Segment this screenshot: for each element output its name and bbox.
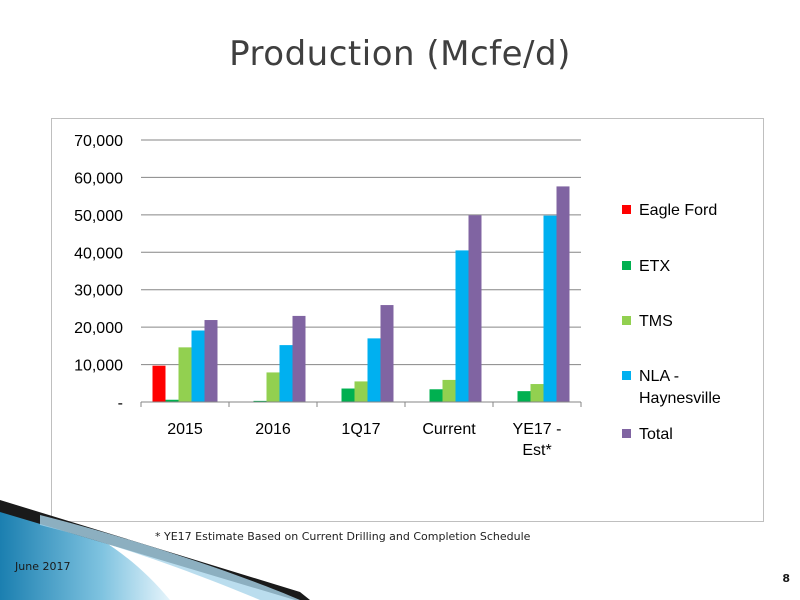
y-axis-ticks: - 10,000 20,000 30,000 40,000 50,000 60,000 70,… [74, 133, 123, 412]
bar-etx-1 [253, 400, 267, 402]
bar-etx-2 [341, 388, 355, 402]
bars [152, 186, 570, 402]
x-axis [140, 401, 582, 407]
bar-etx-3 [429, 389, 443, 402]
y-tick-label: 60,000 [74, 170, 123, 187]
bar-etx-0 [165, 399, 179, 402]
bar-nla-haynesville-2 [367, 338, 381, 402]
y-tick-label: 50,000 [74, 208, 123, 225]
production-bar-chart: - 10,000 20,000 30,000 40,000 50,000 60,000 70,… [74, 133, 721, 459]
bar-tms-4 [530, 384, 544, 402]
bar-total-1 [292, 315, 306, 402]
footnote: * YE17 Estimate Based on Current Drillin… [155, 530, 531, 543]
bar-total-2 [380, 305, 394, 402]
legend-label: NLA -Haynesville [639, 368, 721, 407]
x-tick-label: Current [422, 421, 476, 438]
y-tick-label: 30,000 [74, 283, 123, 300]
y-tick-label: - [118, 395, 123, 412]
y-tick-label: 20,000 [74, 320, 123, 337]
legend-label: Total [639, 426, 673, 443]
bar-tms-2 [354, 381, 368, 402]
legend-label: ETX [639, 258, 670, 275]
y-tick-label: 70,000 [74, 133, 123, 150]
y-tick-label: 40,000 [74, 245, 123, 262]
bar-tms-3 [442, 379, 456, 402]
legend-swatch [622, 429, 631, 438]
x-tick-label: 1Q17 [341, 421, 380, 438]
bar-tms-1 [266, 372, 280, 402]
page-number: 8 [782, 572, 790, 585]
bar-etx-4 [517, 391, 531, 402]
legend: Eagle Ford ETX TMS NLA -Haynesville Total [622, 202, 721, 443]
bar-total-0 [204, 320, 218, 402]
bar-total-3 [468, 215, 482, 402]
x-axis-ticks: 2015 2016 1Q17 Current YE17 -Est* [167, 421, 561, 459]
bar-total-4 [556, 186, 570, 402]
bar-tms-0 [178, 347, 192, 402]
y-tick-label: 10,000 [74, 358, 123, 375]
bar-nla-haynesville-0 [191, 330, 205, 402]
legend-label: TMS [639, 313, 673, 330]
legend-swatch [622, 261, 631, 270]
chart-frame: - 10,000 20,000 30,000 40,000 50,000 60,000 70,… [51, 118, 764, 522]
x-tick-label: YE17 -Est* [513, 421, 562, 459]
x-tick-label: 2016 [255, 421, 291, 438]
legend-swatch [622, 205, 631, 214]
legend-label: Eagle Ford [639, 202, 717, 219]
slide-title: Production (Mcfe/d) [229, 34, 571, 74]
bar-eagle-ford-0 [152, 365, 166, 402]
legend-swatch [622, 371, 631, 380]
legend-swatch [622, 316, 631, 325]
x-tick-label: 2015 [167, 421, 203, 438]
bar-nla-haynesville-4 [543, 215, 557, 402]
bar-nla-haynesville-3 [455, 250, 469, 402]
bar-nla-haynesville-1 [279, 345, 293, 402]
date-label: June 2017 [15, 560, 71, 573]
